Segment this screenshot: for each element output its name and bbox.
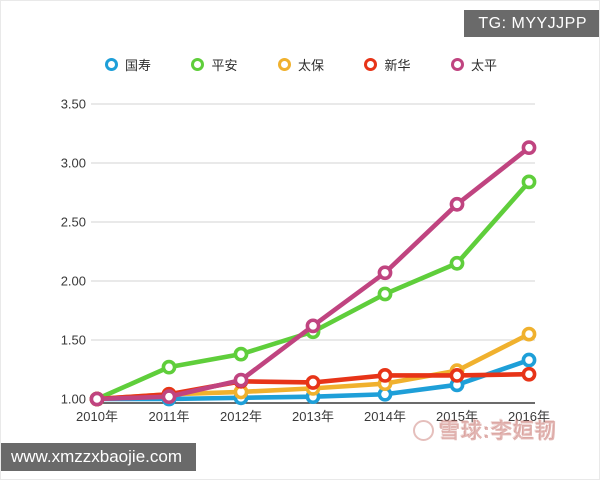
x-axis-tick-label: 2016年 <box>508 409 550 424</box>
data-point-3-5 <box>449 367 465 383</box>
legend-ring-icon <box>105 57 118 71</box>
data-point-3-3 <box>305 375 321 390</box>
data-point-0-6 <box>521 352 537 368</box>
data-point-1-1 <box>161 359 177 375</box>
data-point-3-6 <box>521 366 537 382</box>
legend-item-1: 平安 <box>191 55 238 74</box>
url-badge: www.xmzzxbaojie.com <box>1 443 196 471</box>
legend-ring-icon <box>450 57 464 71</box>
y-axis-tick-label: 1.50 <box>61 333 86 348</box>
x-axis-tick-label: 2014年 <box>364 409 406 424</box>
y-axis-tick-label: 3.50 <box>61 97 86 112</box>
data-point-4-1 <box>161 389 177 405</box>
tg-badge: TG: MYYJJPP <box>464 10 599 37</box>
legend-ring-icon <box>364 57 378 71</box>
legend-label: 太保 <box>297 57 324 73</box>
data-point-4-4 <box>377 265 393 281</box>
data-point-4-0 <box>89 391 105 407</box>
chart-legend: 国寿 平安 太保 新华 太平 <box>105 53 497 75</box>
data-point-1-5 <box>449 255 465 271</box>
data-point-4-2 <box>233 372 249 388</box>
data-point-3-4 <box>377 367 393 383</box>
data-point-1-6 <box>521 174 537 190</box>
legend-label: 太平 <box>470 57 497 73</box>
legend-ring-icon <box>277 57 291 71</box>
legend-item-0: 国寿 <box>105 55 151 74</box>
x-axis-tick-label: 2013年 <box>292 409 334 424</box>
y-axis-tick-label: 2.50 <box>61 215 86 230</box>
data-point-1-2 <box>233 346 249 362</box>
y-axis-tick-label: 1.00 <box>61 392 86 407</box>
y-axis-tick-label: 2.00 <box>61 274 86 289</box>
legend-label: 国寿 <box>125 57 152 73</box>
legend-ring-icon <box>191 57 205 71</box>
x-axis-tick-label: 2012年 <box>220 409 262 424</box>
series-line-4 <box>94 145 532 402</box>
legend-label: 平安 <box>211 57 238 73</box>
x-axis-tick-label: 2015年 <box>436 409 478 424</box>
data-point-4-3 <box>305 318 321 334</box>
x-axis-tick-label: 2010年 <box>76 409 118 424</box>
x-axis-tick-label: 2011年 <box>149 409 190 424</box>
legend-item-4: 太平 <box>450 55 497 74</box>
legend-item-2: 太保 <box>277 55 324 74</box>
data-point-1-4 <box>377 286 393 302</box>
data-point-2-6 <box>521 326 537 342</box>
data-point-4-5 <box>449 196 465 212</box>
y-axis-tick-label: 3.00 <box>61 156 86 171</box>
legend-label: 新华 <box>384 57 411 73</box>
data-point-4-6 <box>521 140 537 156</box>
legend-item-3: 新华 <box>364 55 410 74</box>
